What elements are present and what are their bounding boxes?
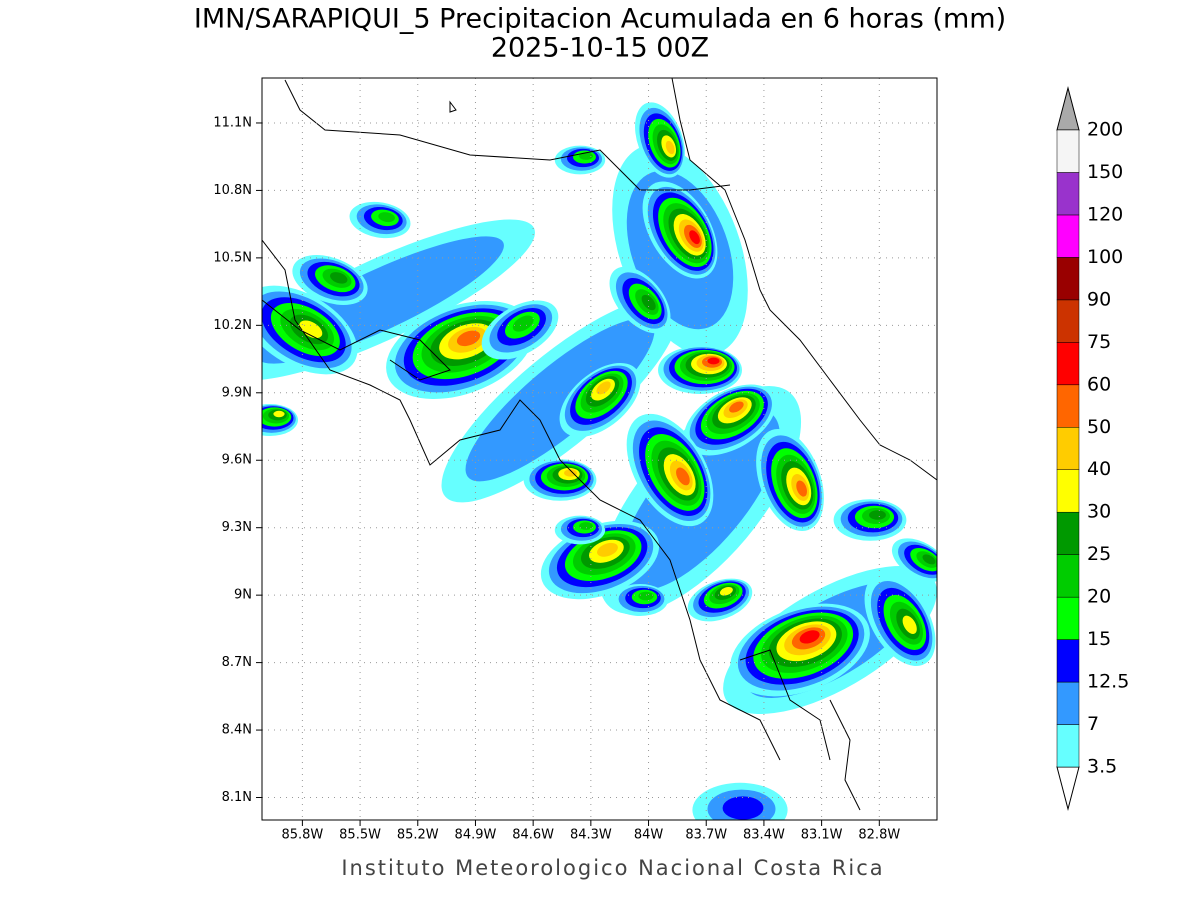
coastlines <box>262 78 937 811</box>
colorbar-label: 100 <box>1087 246 1123 268</box>
precip-cell <box>330 272 348 284</box>
colorbar-label: 20 <box>1087 586 1111 608</box>
precip-cell <box>729 401 744 413</box>
colorbar-label: 60 <box>1087 373 1111 395</box>
y-tick-label: 9N <box>234 588 252 603</box>
colorbar-label: 90 <box>1087 288 1111 310</box>
y-tick-label: 10.5N <box>213 250 252 265</box>
y-tick-label: 10.2N <box>213 318 252 333</box>
y-tick-label: 9.3N <box>222 520 252 535</box>
precip-cell <box>902 615 917 634</box>
colorbar-above <box>1056 86 1080 131</box>
precip-cell <box>579 152 593 160</box>
precip-cell <box>641 294 656 311</box>
colorbar-box <box>1056 724 1080 768</box>
y-tick-label: 9.6N <box>222 453 252 468</box>
colorbar-label: 12.5 <box>1087 671 1129 693</box>
island <box>449 100 457 113</box>
x-tick-label: 83.7W <box>685 828 727 843</box>
colorbar: 3.5 7 12.5 15 20 25 30 40 50 60 75 90 100 120 150 200 <box>1056 86 1129 811</box>
colorbar-label: 40 <box>1087 458 1111 480</box>
precip-cell <box>869 510 886 520</box>
colorbar-box <box>1056 384 1080 428</box>
colorbar-box <box>1056 469 1080 513</box>
map-frame <box>261 77 938 821</box>
colorbar-box <box>1056 257 1080 301</box>
precip-cell <box>564 469 577 477</box>
precip-cell <box>722 796 764 820</box>
x-tick-label: 84W <box>634 828 664 843</box>
x-tick-label: 85.8W <box>281 828 323 843</box>
precip-cell <box>378 212 395 223</box>
axes: 85.8W 85.5W 85.2W 84.9W 84.6W 84.3W 84W 83.7W 83… <box>213 78 937 843</box>
colorbar-box <box>1056 427 1080 470</box>
precip-cell <box>579 522 593 530</box>
colorbar-label: 15 <box>1087 628 1111 650</box>
colorbar-below <box>1056 766 1080 811</box>
precip-cell <box>799 630 820 644</box>
footer: Instituto Meteorologico Nacional Costa R… <box>341 856 884 880</box>
subtitle: 2025-10-15 00Z <box>491 33 709 64</box>
precip-cell <box>597 542 618 557</box>
precip-cell <box>707 357 720 365</box>
precip-cell <box>922 554 936 565</box>
x-tick-label: 84.9W <box>455 828 497 843</box>
nicoya <box>262 299 451 381</box>
precip-cell <box>665 140 675 155</box>
colorbar-label: 25 <box>1087 543 1111 565</box>
precip-cell <box>689 230 700 245</box>
precip-field <box>262 102 937 820</box>
colorbar-box <box>1056 596 1080 640</box>
colorbar-box <box>1056 639 1080 683</box>
panama-border <box>829 699 861 811</box>
precip-cell <box>456 330 481 347</box>
y-tick-label: 10.8N <box>213 183 252 198</box>
colorbar-box <box>1056 214 1080 258</box>
colorbar-box <box>1056 681 1080 725</box>
precip-cell <box>719 587 733 596</box>
precip-cell <box>273 410 285 418</box>
caribbean-coast <box>671 78 937 481</box>
x-tick-label: 83.4W <box>743 828 785 843</box>
y-tick-label: 8.1N <box>222 790 252 805</box>
x-tick-label: 82.8W <box>858 828 900 843</box>
colorbar-label: 120 <box>1087 203 1123 225</box>
y-tick-label: 8.4N <box>222 723 252 738</box>
x-tick-label: 84.6W <box>512 828 554 843</box>
colorbar-label: 3.5 <box>1087 756 1117 778</box>
colorbar-label: 200 <box>1087 119 1123 141</box>
pacific-coast <box>262 239 831 761</box>
colorbar-box <box>1056 172 1080 216</box>
x-tick-label: 83.1W <box>801 828 843 843</box>
x-tick-label: 85.2W <box>397 828 439 843</box>
x-tick-label: 85.5W <box>339 828 381 843</box>
colorbar-box <box>1056 129 1080 173</box>
title: IMN/SARAPIQUI_5 Precipitacion Acumulada … <box>194 4 1006 35</box>
precip-cell <box>638 591 654 601</box>
precip-cell <box>676 467 690 486</box>
colorbar-box <box>1056 342 1080 386</box>
precip-cell <box>796 480 807 497</box>
colorbar-label: 30 <box>1087 501 1111 523</box>
colorbar-label: 75 <box>1087 331 1111 353</box>
colorbar-box <box>1056 299 1080 343</box>
x-tick-label: 84.3W <box>570 828 612 843</box>
colorbar-label: 150 <box>1087 161 1123 183</box>
precip-cell <box>596 381 611 395</box>
colorbar-label: 7 <box>1087 713 1099 735</box>
y-tick-label: 9.9N <box>222 385 252 400</box>
colorbar-box <box>1056 511 1080 555</box>
precip-cell <box>512 315 534 332</box>
colorbar-box <box>1056 554 1080 598</box>
colorbar-label: 50 <box>1087 416 1111 438</box>
y-tick-label: 8.7N <box>222 655 252 670</box>
y-tick-label: 11.1N <box>213 115 252 130</box>
precip-band <box>465 318 655 482</box>
